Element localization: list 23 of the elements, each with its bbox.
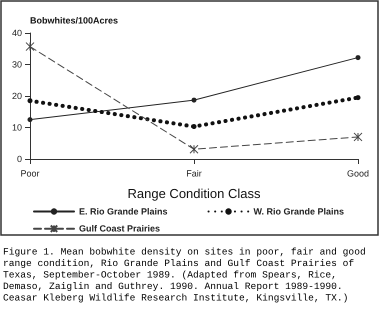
y-tick-label: 30 — [12, 60, 22, 70]
x-tick-label: Poor — [20, 168, 40, 178]
y-axis-title: Bobwhites/100Acres — [30, 16, 118, 26]
point — [192, 98, 196, 103]
y-tick-label: 0 — [16, 154, 22, 164]
point — [356, 95, 360, 100]
legend-label: Gulf Coast Prairies — [79, 224, 160, 234]
point — [28, 98, 32, 104]
y-tick-label: 20 — [12, 91, 22, 101]
point — [356, 55, 360, 60]
y-tick-label: 40 — [12, 28, 22, 38]
point — [190, 144, 198, 154]
legend-label: W. Rio Grande Plains — [254, 206, 344, 216]
point — [26, 42, 34, 52]
x-tick-label: Good — [346, 168, 370, 178]
point — [28, 117, 32, 122]
point — [354, 132, 362, 142]
caption: Figure 1. Mean bobwhite density on sites in poor, fair and good range condition, Rio Grande Plains and Gulf Coast Prairies of Texas, September-October 1989. (Adapted from Spears, Rice, Demaso, Zaiglin and Guthrey. 1990. Annual Report 1989-1990. Ceasar Kleberg Wildlife Research Institute, Kingsville, TX.) — [3, 246, 372, 304]
y-tick-label: 10 — [12, 122, 22, 132]
point — [192, 124, 196, 130]
legend-label: E. Rio Grande Plains — [79, 206, 168, 216]
x-tick-label: Fair — [186, 168, 202, 178]
x-axis-title: Range Condition Class — [128, 186, 261, 201]
